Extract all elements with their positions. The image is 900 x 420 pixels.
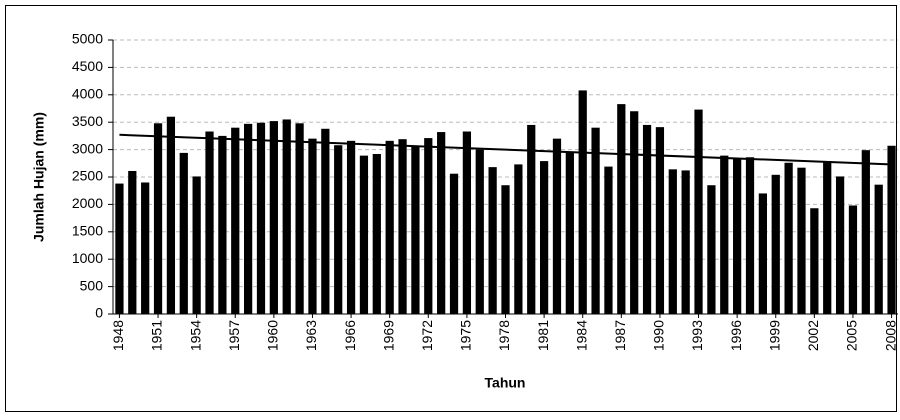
bar — [630, 111, 639, 315]
bar — [823, 161, 832, 314]
bar — [745, 157, 755, 314]
bar — [372, 153, 381, 314]
y-tick-label: 1500 — [72, 223, 103, 239]
bar — [218, 135, 227, 314]
bar — [359, 155, 369, 314]
y-tick-label: 3500 — [72, 113, 103, 129]
bar — [153, 123, 163, 315]
bar — [179, 152, 188, 314]
y-axis-title: Jumlah Hujan (mm) — [31, 112, 47, 242]
bar — [733, 158, 742, 314]
bar — [295, 123, 304, 315]
bar — [694, 109, 703, 314]
y-tick-label: 0 — [95, 305, 103, 321]
x-tick-label: 1951 — [149, 320, 165, 351]
bar — [424, 138, 433, 314]
bar — [655, 127, 665, 315]
x-tick-label: 1984 — [573, 320, 589, 351]
chart-border — [5, 5, 897, 412]
bar — [166, 116, 176, 314]
bar — [449, 173, 459, 314]
bar — [205, 131, 214, 314]
bar — [462, 131, 472, 314]
x-tick-label: 1972 — [419, 320, 435, 351]
x-tick-label: 1999 — [766, 320, 782, 351]
bar — [192, 176, 201, 314]
x-tick-label: 1993 — [689, 320, 705, 351]
bar — [784, 162, 793, 314]
x-tick-label: 1948 — [110, 320, 126, 351]
bar — [398, 139, 407, 314]
x-tick-label: 1996 — [728, 320, 744, 351]
bar — [141, 182, 150, 314]
x-tick-label: 1975 — [458, 320, 474, 351]
y-tick-label: 500 — [80, 277, 104, 293]
x-tick-label: 1978 — [496, 320, 512, 351]
bar — [707, 185, 716, 314]
x-tick-label: 1960 — [265, 320, 281, 351]
x-tick-label: 1969 — [380, 320, 396, 351]
bar — [681, 170, 690, 314]
bar — [591, 127, 600, 315]
x-tick-label: 1963 — [303, 320, 319, 351]
y-tick-label: 3000 — [72, 140, 103, 156]
bar — [346, 140, 356, 314]
bar — [282, 119, 291, 315]
bar — [437, 132, 446, 314]
x-axis-title: Tahun — [485, 375, 526, 391]
bar — [501, 185, 510, 314]
x-tick-label: 2005 — [844, 320, 860, 351]
bar — [848, 205, 858, 314]
x-tick-label: 1957 — [226, 320, 242, 351]
bar — [539, 161, 549, 314]
bar — [887, 145, 896, 314]
bar — [128, 170, 137, 314]
y-tick-label: 2500 — [72, 168, 103, 184]
bar — [321, 128, 330, 314]
y-tick-label: 2000 — [72, 195, 103, 211]
bar — [475, 149, 484, 314]
bar — [810, 208, 819, 314]
x-tick-label: 1990 — [651, 320, 667, 351]
bar — [334, 145, 343, 314]
bar — [514, 164, 523, 314]
bar — [269, 121, 278, 314]
bar — [771, 174, 780, 314]
bar — [604, 166, 613, 314]
bar — [758, 193, 767, 314]
x-tick-label: 2002 — [805, 320, 821, 351]
bar — [231, 127, 240, 315]
bar — [874, 184, 883, 314]
x-tick-label: 1966 — [342, 320, 358, 351]
y-tick-label: 1000 — [72, 250, 103, 266]
bar — [385, 140, 394, 314]
bar — [115, 183, 124, 314]
bar — [308, 138, 317, 314]
trend-line — [119, 133, 892, 166]
y-tick-label: 4500 — [72, 58, 103, 74]
bar — [861, 150, 870, 314]
bar — [835, 176, 845, 314]
x-tick-label: 2008 — [882, 320, 898, 351]
x-tick-label: 1954 — [187, 320, 203, 351]
bar — [527, 124, 536, 314]
bar — [256, 122, 266, 314]
bar — [411, 146, 420, 314]
bar — [797, 167, 806, 314]
bar — [565, 152, 574, 314]
bar — [642, 124, 652, 314]
bar — [244, 123, 253, 315]
y-tick-label: 4000 — [72, 86, 103, 102]
x-tick-label: 1987 — [612, 320, 628, 351]
bar — [552, 138, 562, 314]
y-tick-label: 5000 — [72, 31, 103, 47]
bar — [617, 104, 626, 314]
bar — [720, 155, 729, 314]
bar — [488, 167, 497, 314]
bar — [578, 90, 587, 314]
bar — [668, 169, 677, 314]
x-tick-label: 1981 — [535, 320, 551, 351]
